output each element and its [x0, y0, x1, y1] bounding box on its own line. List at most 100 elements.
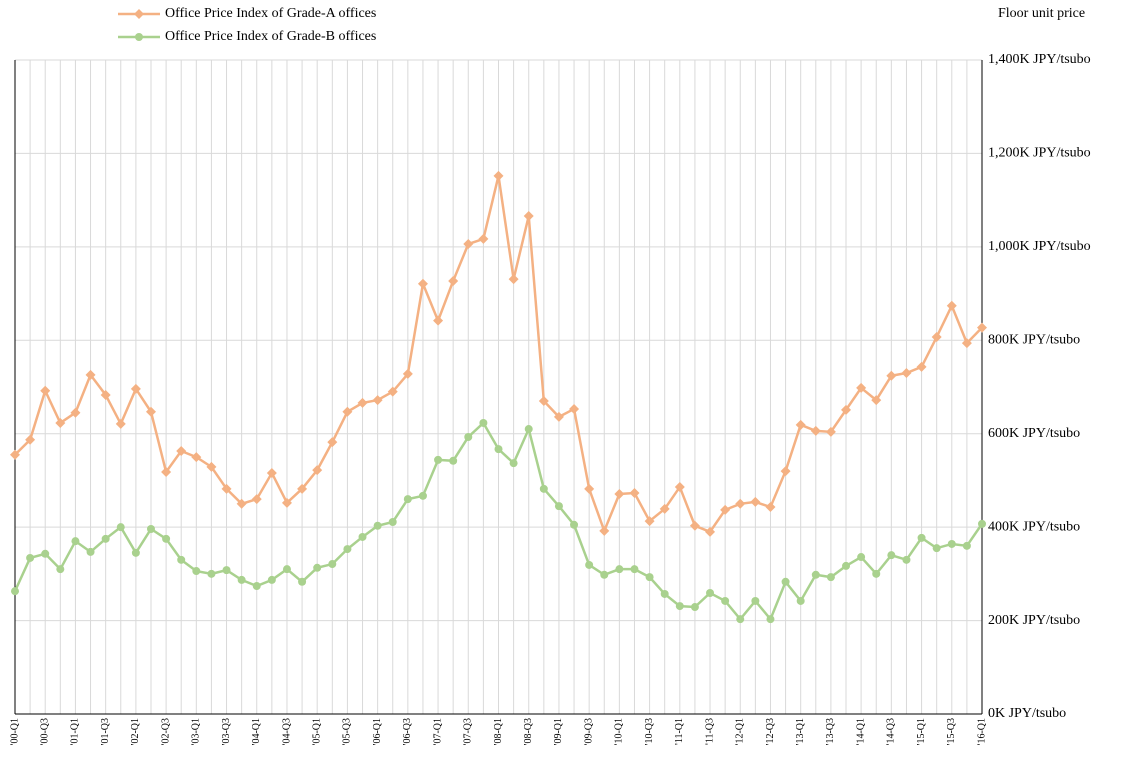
x-tick-label: '05-Q1 — [311, 718, 322, 745]
x-tick-label: '02-Q1 — [130, 718, 141, 745]
x-tick-label: '08-Q1 — [493, 718, 504, 745]
marker — [237, 575, 246, 584]
marker — [115, 418, 126, 429]
marker — [357, 397, 368, 408]
marker — [917, 533, 926, 542]
marker — [251, 494, 262, 505]
marker — [86, 547, 95, 556]
marker — [343, 545, 352, 554]
marker — [297, 483, 308, 494]
marker — [10, 449, 20, 460]
marker — [538, 396, 549, 407]
marker — [100, 389, 111, 400]
marker — [614, 488, 625, 499]
marker — [403, 495, 412, 504]
marker — [916, 361, 927, 372]
marker — [55, 417, 66, 428]
marker — [599, 525, 610, 536]
marker — [145, 406, 156, 417]
marker — [856, 382, 867, 393]
marker — [871, 395, 882, 406]
marker — [781, 577, 790, 586]
x-tick-label: '15-Q3 — [946, 718, 957, 745]
marker — [493, 170, 504, 181]
marker — [946, 300, 957, 311]
marker — [887, 551, 896, 560]
marker — [372, 395, 383, 406]
y-tick-label: 1,000K JPY/tsubo — [988, 239, 1091, 254]
marker — [449, 456, 458, 465]
marker — [478, 233, 489, 244]
marker — [25, 434, 36, 445]
x-tick-label: '16-Q1 — [976, 718, 987, 745]
marker — [570, 520, 579, 529]
x-tick-label: '14-Q3 — [886, 718, 897, 745]
marker — [101, 534, 110, 543]
x-tick-label: '09-Q1 — [553, 718, 564, 745]
x-tick-label: '12-Q1 — [735, 718, 746, 745]
marker — [842, 561, 851, 570]
marker — [328, 560, 337, 569]
x-tick-label: '10-Q1 — [614, 718, 625, 745]
marker — [584, 483, 595, 494]
marker — [464, 432, 473, 441]
marker — [947, 539, 956, 548]
marker — [810, 425, 821, 436]
marker — [796, 596, 805, 605]
x-tick-label: '11-Q3 — [704, 718, 715, 745]
marker — [886, 370, 897, 381]
marker — [41, 549, 50, 558]
marker — [116, 523, 125, 532]
marker — [689, 520, 700, 531]
marker — [674, 481, 685, 492]
marker — [795, 419, 806, 430]
marker — [433, 315, 444, 326]
marker — [751, 596, 760, 605]
marker — [418, 491, 427, 500]
x-tick-label: '02-Q3 — [160, 718, 171, 745]
marker — [644, 516, 655, 527]
marker — [236, 498, 247, 509]
marker — [615, 565, 624, 574]
marker — [585, 560, 594, 569]
x-tick-label: '11-Q1 — [674, 718, 685, 745]
marker — [978, 519, 986, 528]
marker — [659, 503, 670, 514]
marker — [690, 603, 699, 612]
marker — [40, 385, 51, 396]
marker — [826, 573, 835, 582]
x-tick-label: '15-Q1 — [916, 718, 927, 745]
x-tick-label: '04-Q1 — [251, 718, 262, 745]
y-tick-label: 600K JPY/tsubo — [988, 426, 1080, 441]
marker — [222, 566, 231, 575]
x-tick-label: '12-Q3 — [765, 718, 776, 745]
marker — [131, 548, 140, 557]
marker — [721, 596, 730, 605]
y-tick-label: 800K JPY/tsubo — [988, 333, 1080, 348]
legend-label: Office Price Index of Grade-B offices — [165, 29, 376, 44]
marker — [766, 615, 775, 624]
marker — [780, 466, 791, 477]
marker — [162, 534, 171, 543]
marker — [961, 338, 972, 349]
marker — [735, 498, 746, 509]
x-tick-label: '14-Q1 — [855, 718, 866, 745]
marker — [509, 459, 518, 468]
marker — [387, 386, 398, 397]
marker — [221, 483, 232, 494]
marker — [720, 504, 731, 515]
x-tick-label: '08-Q3 — [523, 718, 534, 745]
marker — [282, 565, 291, 574]
marker — [176, 445, 187, 456]
marker — [494, 445, 503, 454]
x-tick-label: '01-Q3 — [100, 718, 111, 745]
marker — [252, 582, 261, 591]
marker — [630, 565, 639, 574]
y-tick-label: 0K JPY/tsubo — [988, 706, 1066, 721]
marker — [26, 553, 35, 562]
x-tick-label: '01-Q1 — [70, 718, 81, 745]
marker — [130, 383, 141, 394]
marker — [267, 575, 276, 584]
marker — [146, 525, 155, 534]
marker — [857, 553, 866, 562]
